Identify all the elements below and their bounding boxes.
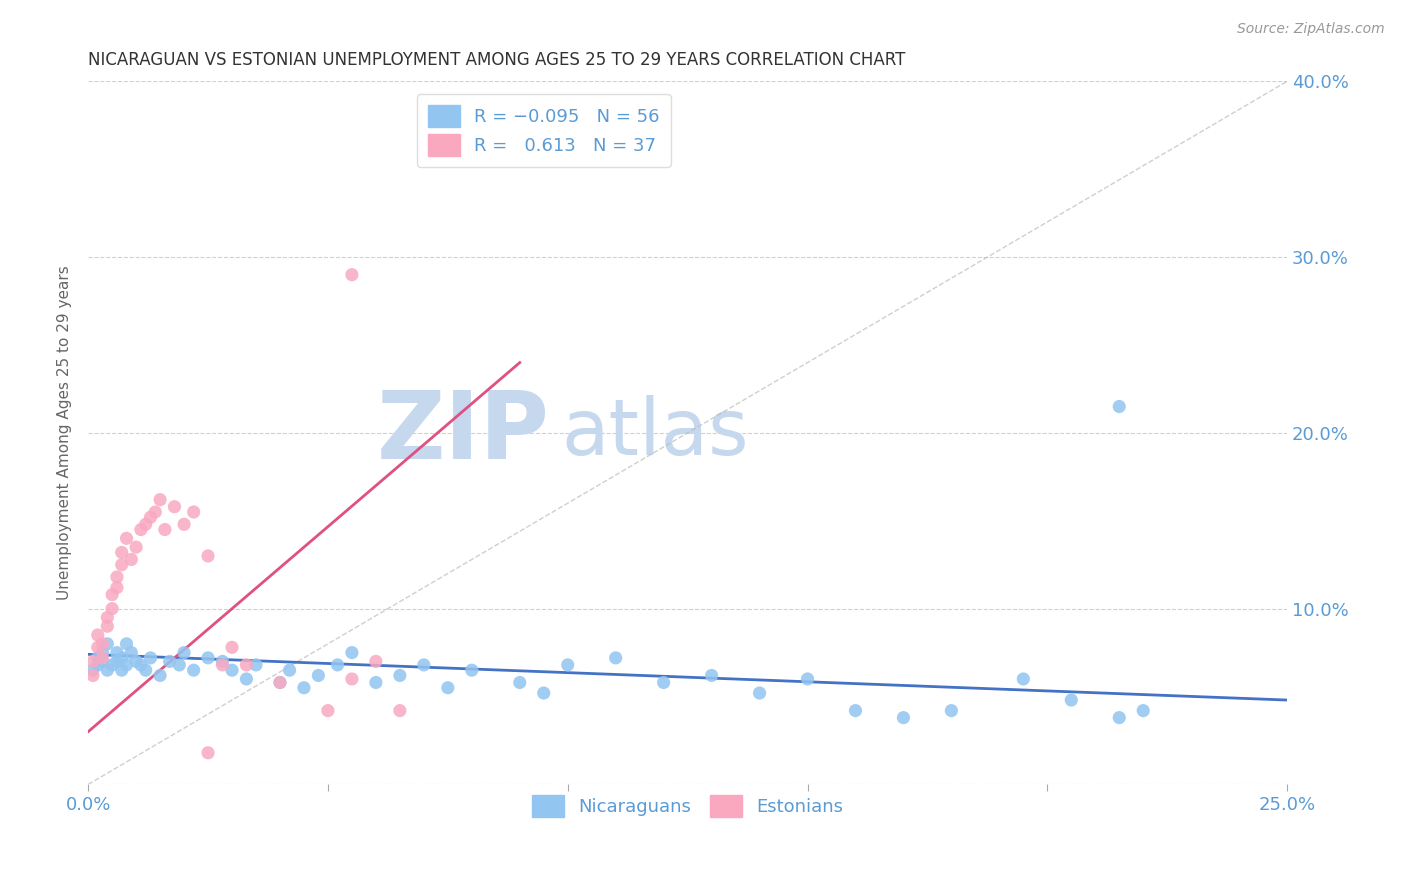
Point	[557, 657, 579, 672]
Point	[461, 663, 484, 677]
Point	[340, 268, 363, 282]
Point	[101, 588, 124, 602]
Point	[149, 492, 172, 507]
Point	[125, 654, 148, 668]
Point	[120, 646, 142, 660]
Point	[96, 610, 118, 624]
Point	[87, 628, 110, 642]
Point	[235, 657, 257, 672]
Point	[388, 704, 411, 718]
Point	[221, 663, 243, 677]
Point	[101, 657, 124, 672]
Point	[120, 552, 142, 566]
Point	[412, 657, 434, 672]
Point	[364, 654, 387, 668]
Point	[388, 668, 411, 682]
Point	[437, 681, 460, 695]
Point	[115, 637, 138, 651]
Point	[163, 500, 186, 514]
Point	[197, 651, 219, 665]
Point	[605, 651, 627, 665]
Point	[1012, 672, 1035, 686]
Point	[509, 675, 531, 690]
Point	[211, 654, 233, 668]
Point	[96, 663, 118, 677]
Point	[652, 675, 675, 690]
Point	[292, 681, 315, 695]
Point	[101, 601, 124, 615]
Point	[1108, 711, 1130, 725]
Point	[307, 668, 329, 682]
Point	[105, 581, 128, 595]
Point	[340, 672, 363, 686]
Point	[183, 505, 205, 519]
Text: NICARAGUAN VS ESTONIAN UNEMPLOYMENT AMONG AGES 25 TO 29 YEARS CORRELATION CHART: NICARAGUAN VS ESTONIAN UNEMPLOYMENT AMON…	[89, 51, 905, 69]
Point	[111, 663, 134, 677]
Point	[235, 672, 257, 686]
Text: Source: ZipAtlas.com: Source: ZipAtlas.com	[1237, 22, 1385, 37]
Point	[700, 668, 723, 682]
Point	[135, 663, 157, 677]
Point	[159, 654, 181, 668]
Text: ZIP: ZIP	[377, 387, 550, 479]
Point	[326, 657, 349, 672]
Point	[173, 517, 195, 532]
Point	[115, 532, 138, 546]
Point	[96, 637, 118, 651]
Point	[211, 657, 233, 672]
Point	[153, 523, 176, 537]
Point	[748, 686, 770, 700]
Point	[173, 646, 195, 660]
Point	[139, 510, 162, 524]
Point	[245, 657, 267, 672]
Point	[143, 505, 166, 519]
Point	[893, 711, 915, 725]
Point	[340, 646, 363, 660]
Point	[197, 549, 219, 563]
Point	[105, 646, 128, 660]
Point	[96, 619, 118, 633]
Point	[105, 570, 128, 584]
Point	[91, 654, 114, 668]
Point	[115, 657, 138, 672]
Point	[533, 686, 555, 700]
Point	[269, 675, 291, 690]
Point	[844, 704, 866, 718]
Text: atlas: atlas	[562, 395, 749, 471]
Point	[91, 646, 114, 660]
Point	[82, 668, 104, 682]
Point	[269, 675, 291, 690]
Legend: Nicaraguans, Estonians: Nicaraguans, Estonians	[524, 789, 851, 824]
Point	[169, 657, 191, 672]
Point	[91, 651, 114, 665]
Point	[1108, 400, 1130, 414]
Point	[1060, 693, 1083, 707]
Point	[149, 668, 172, 682]
Point	[87, 640, 110, 655]
Point	[796, 672, 818, 686]
Point	[221, 640, 243, 655]
Point	[105, 654, 128, 668]
Point	[87, 651, 110, 665]
Point	[111, 545, 134, 559]
Point	[125, 540, 148, 554]
Point	[82, 663, 104, 677]
Point	[278, 663, 301, 677]
Point	[129, 657, 152, 672]
Point	[364, 675, 387, 690]
Point	[111, 651, 134, 665]
Point	[1132, 704, 1154, 718]
Point	[129, 523, 152, 537]
Point	[135, 517, 157, 532]
Point	[139, 651, 162, 665]
Point	[197, 746, 219, 760]
Point	[941, 704, 963, 718]
Point	[91, 637, 114, 651]
Point	[87, 657, 110, 672]
Point	[183, 663, 205, 677]
Point	[316, 704, 339, 718]
Point	[82, 654, 104, 668]
Y-axis label: Unemployment Among Ages 25 to 29 years: Unemployment Among Ages 25 to 29 years	[58, 266, 72, 600]
Point	[111, 558, 134, 572]
